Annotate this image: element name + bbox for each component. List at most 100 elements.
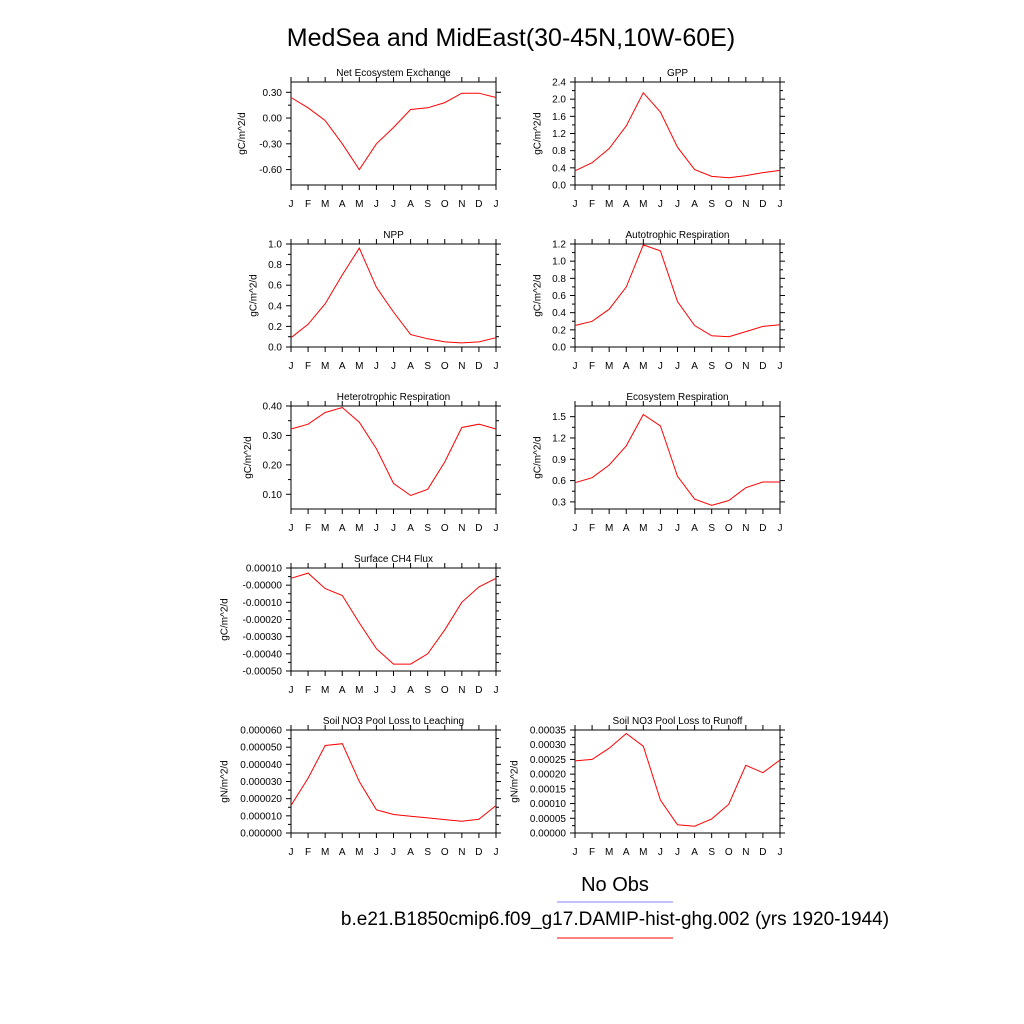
y-axis-label: gN/m^2/d [509,760,520,803]
y-tick-label: 0.00005 [530,814,567,825]
x-tick-label: F [589,847,595,858]
y-tick-label: 0.00035 [530,726,567,737]
x-tick-label: D [475,361,482,372]
x-tick-label: N [742,847,749,858]
series-line [574,413,780,506]
y-tick-label: 0.4 [552,308,566,319]
y-tick-label: 0.40 [263,402,283,413]
x-tick-label: A [339,685,346,696]
x-tick-label: O [725,361,733,372]
y-tick-label: 0.00010 [530,799,567,810]
x-tick-label: M [321,685,329,696]
x-tick-label: J [391,199,396,210]
y-tick-label: 0.0 [268,343,282,354]
x-tick-label: J [289,361,294,372]
panel-title: Soil NO3 Pool Loss to Runoff [613,716,743,727]
x-tick-label: M [639,199,647,210]
x-tick-label: O [725,523,733,534]
y-tick-label: 0.00 [263,114,283,125]
series-line [574,91,781,179]
plot-frame [290,243,497,348]
x-tick-label: J [494,199,499,210]
x-tick-label: O [441,361,449,372]
x-tick-label: J [573,199,578,210]
x-tick-label: J [675,361,680,372]
x-tick-label: M [355,685,363,696]
y-tick-label: 0.4 [552,163,566,174]
x-tick-label: M [605,847,613,858]
x-tick-label: A [339,199,346,210]
x-tick-label: J [494,847,499,858]
x-tick-label: A [623,523,630,534]
x-tick-label: M [321,199,329,210]
y-tick-label: 0.00000 [530,829,567,840]
y-tick-label: 0.00030 [530,740,567,751]
x-tick-label: N [458,199,465,210]
y-tick-label: 0.00020 [530,770,567,781]
y-tick-label: 0.00015 [530,784,567,795]
x-tick-label: D [759,847,766,858]
y-tick-label: 0.00025 [530,755,567,766]
x-tick-label: D [475,685,482,696]
y-tick-label: 0.000030 [240,777,282,788]
y-tick-label: 0.2 [552,325,566,336]
x-tick-label: M [355,199,363,210]
y-tick-label: 0.000050 [240,743,282,754]
y-tick-label: 0.9 [552,455,566,466]
series-line [290,92,497,171]
x-tick-label: J [374,361,379,372]
y-axis-label: gC/m^2/d [533,436,544,479]
x-tick-label: A [407,199,414,210]
x-tick-label: F [305,523,311,534]
y-axis-label: gC/m^2/d [243,436,254,479]
x-tick-label: J [778,361,783,372]
x-tick-label: F [305,199,311,210]
x-tick-label: D [759,361,766,372]
x-tick-label: D [475,523,482,534]
series-line [290,406,497,497]
x-tick-label: A [339,523,346,534]
legend: No Obs b.e21.B1850cmip6.f09_g17.DAMIP-hi… [341,874,889,939]
x-tick-label: A [691,361,698,372]
y-tick-label: 0.8 [552,146,566,157]
series-line [290,572,497,665]
y-tick-label: 0.6 [552,476,566,487]
x-tick-label: J [391,847,396,858]
x-tick-label: N [458,685,465,696]
y-tick-label: -0.00020 [243,615,283,626]
x-tick-label: F [305,685,311,696]
y-tick-label: 1.0 [552,257,566,268]
plot-frame [574,729,781,834]
series-line [574,244,781,338]
x-tick-label: O [725,847,733,858]
y-tick-label: 2.0 [552,95,566,106]
x-tick-label: J [778,523,783,534]
y-tick-label: -0.30 [259,139,282,150]
y-tick-label: 0.2 [268,322,282,333]
x-tick-label: S [424,199,431,210]
y-tick-label: 0.10 [263,490,283,501]
panel-title: Autotrophic Respiration [626,230,730,241]
y-tick-label: 0.000010 [240,811,282,822]
x-tick-label: A [407,361,414,372]
x-tick-label: M [355,847,363,858]
y-tick-label: 0.30 [263,88,283,99]
x-tick-label: J [675,847,680,858]
x-tick-label: F [589,361,595,372]
figure-title: MedSea and MidEast(30-45N,10W-60E) [287,24,735,52]
y-tick-label: 0.6 [552,291,566,302]
x-tick-label: D [759,199,766,210]
plot-frame [290,81,497,186]
y-axis-label: gC/m^2/d [237,112,248,155]
x-tick-label: J [778,847,783,858]
x-tick-label: J [573,847,578,858]
panel-title: NPP [383,230,404,241]
x-tick-label: N [458,523,465,534]
x-tick-label: J [289,199,294,210]
y-tick-label: 0.3 [552,497,566,508]
x-tick-label: D [759,523,766,534]
x-tick-label: M [639,847,647,858]
